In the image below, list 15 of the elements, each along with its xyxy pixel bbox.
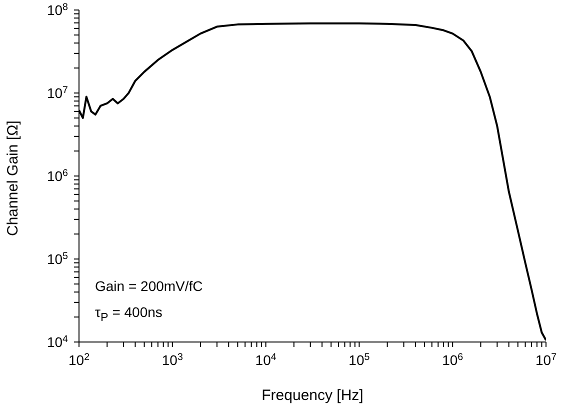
- x-tick-label: 10$^{6}$: [442, 352, 464, 368]
- y-tick-label: 10$^{8}$: [46, 2, 69, 18]
- y-axis-title: Channel Gain [Ω]: [4, 120, 22, 236]
- annotation: Gain = 200mV/fC: [95, 278, 203, 294]
- x-tick-label: 10$^{4}$: [255, 352, 277, 368]
- annotation: τ$_{P}$ = 400ns: [95, 304, 162, 324]
- x-tick-label: 10$^{7}$: [535, 352, 557, 368]
- x-tick-label: 10$^{3}$: [162, 352, 184, 368]
- y-tick-label: 10$^{6}$: [46, 168, 69, 184]
- x-tick-label: 10$^{2}$: [68, 352, 90, 368]
- y-tick-label: 10$^{7}$: [46, 84, 68, 101]
- y-tick-label: 10$^{5}$: [46, 250, 69, 267]
- y-tick-label: 10$^{4}$: [46, 334, 69, 350]
- x-axis-title: Frequency [Hz]: [262, 387, 364, 404]
- x-tick-label: 10$^{5}$: [348, 352, 370, 368]
